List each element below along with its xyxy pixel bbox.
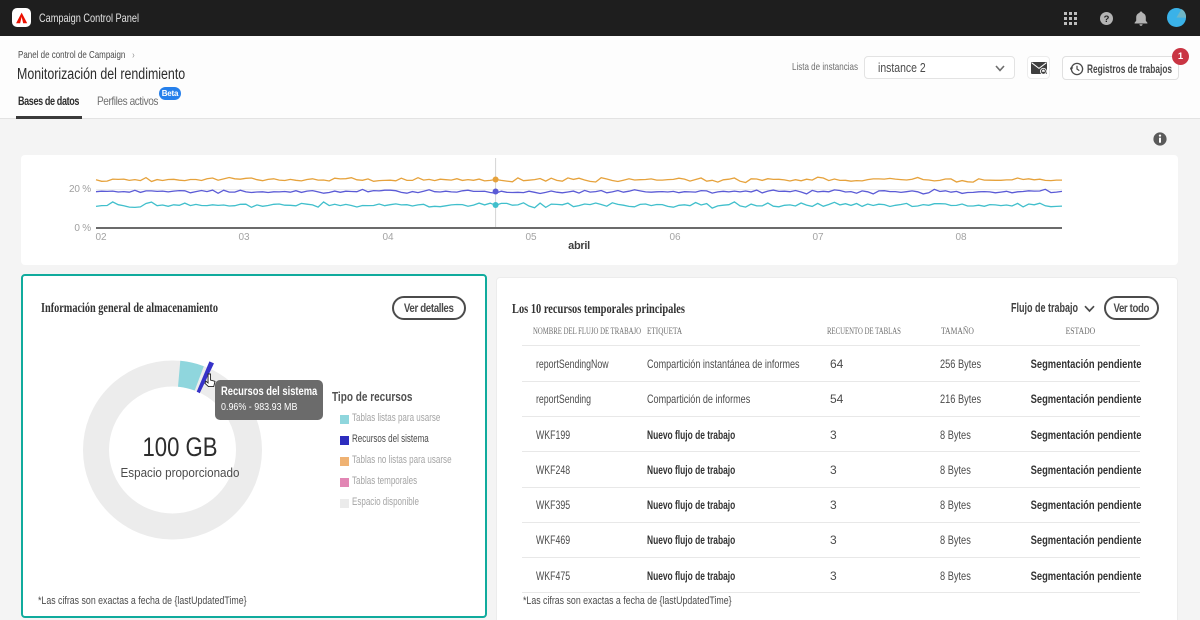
svg-text:?: ? xyxy=(1104,14,1110,25)
